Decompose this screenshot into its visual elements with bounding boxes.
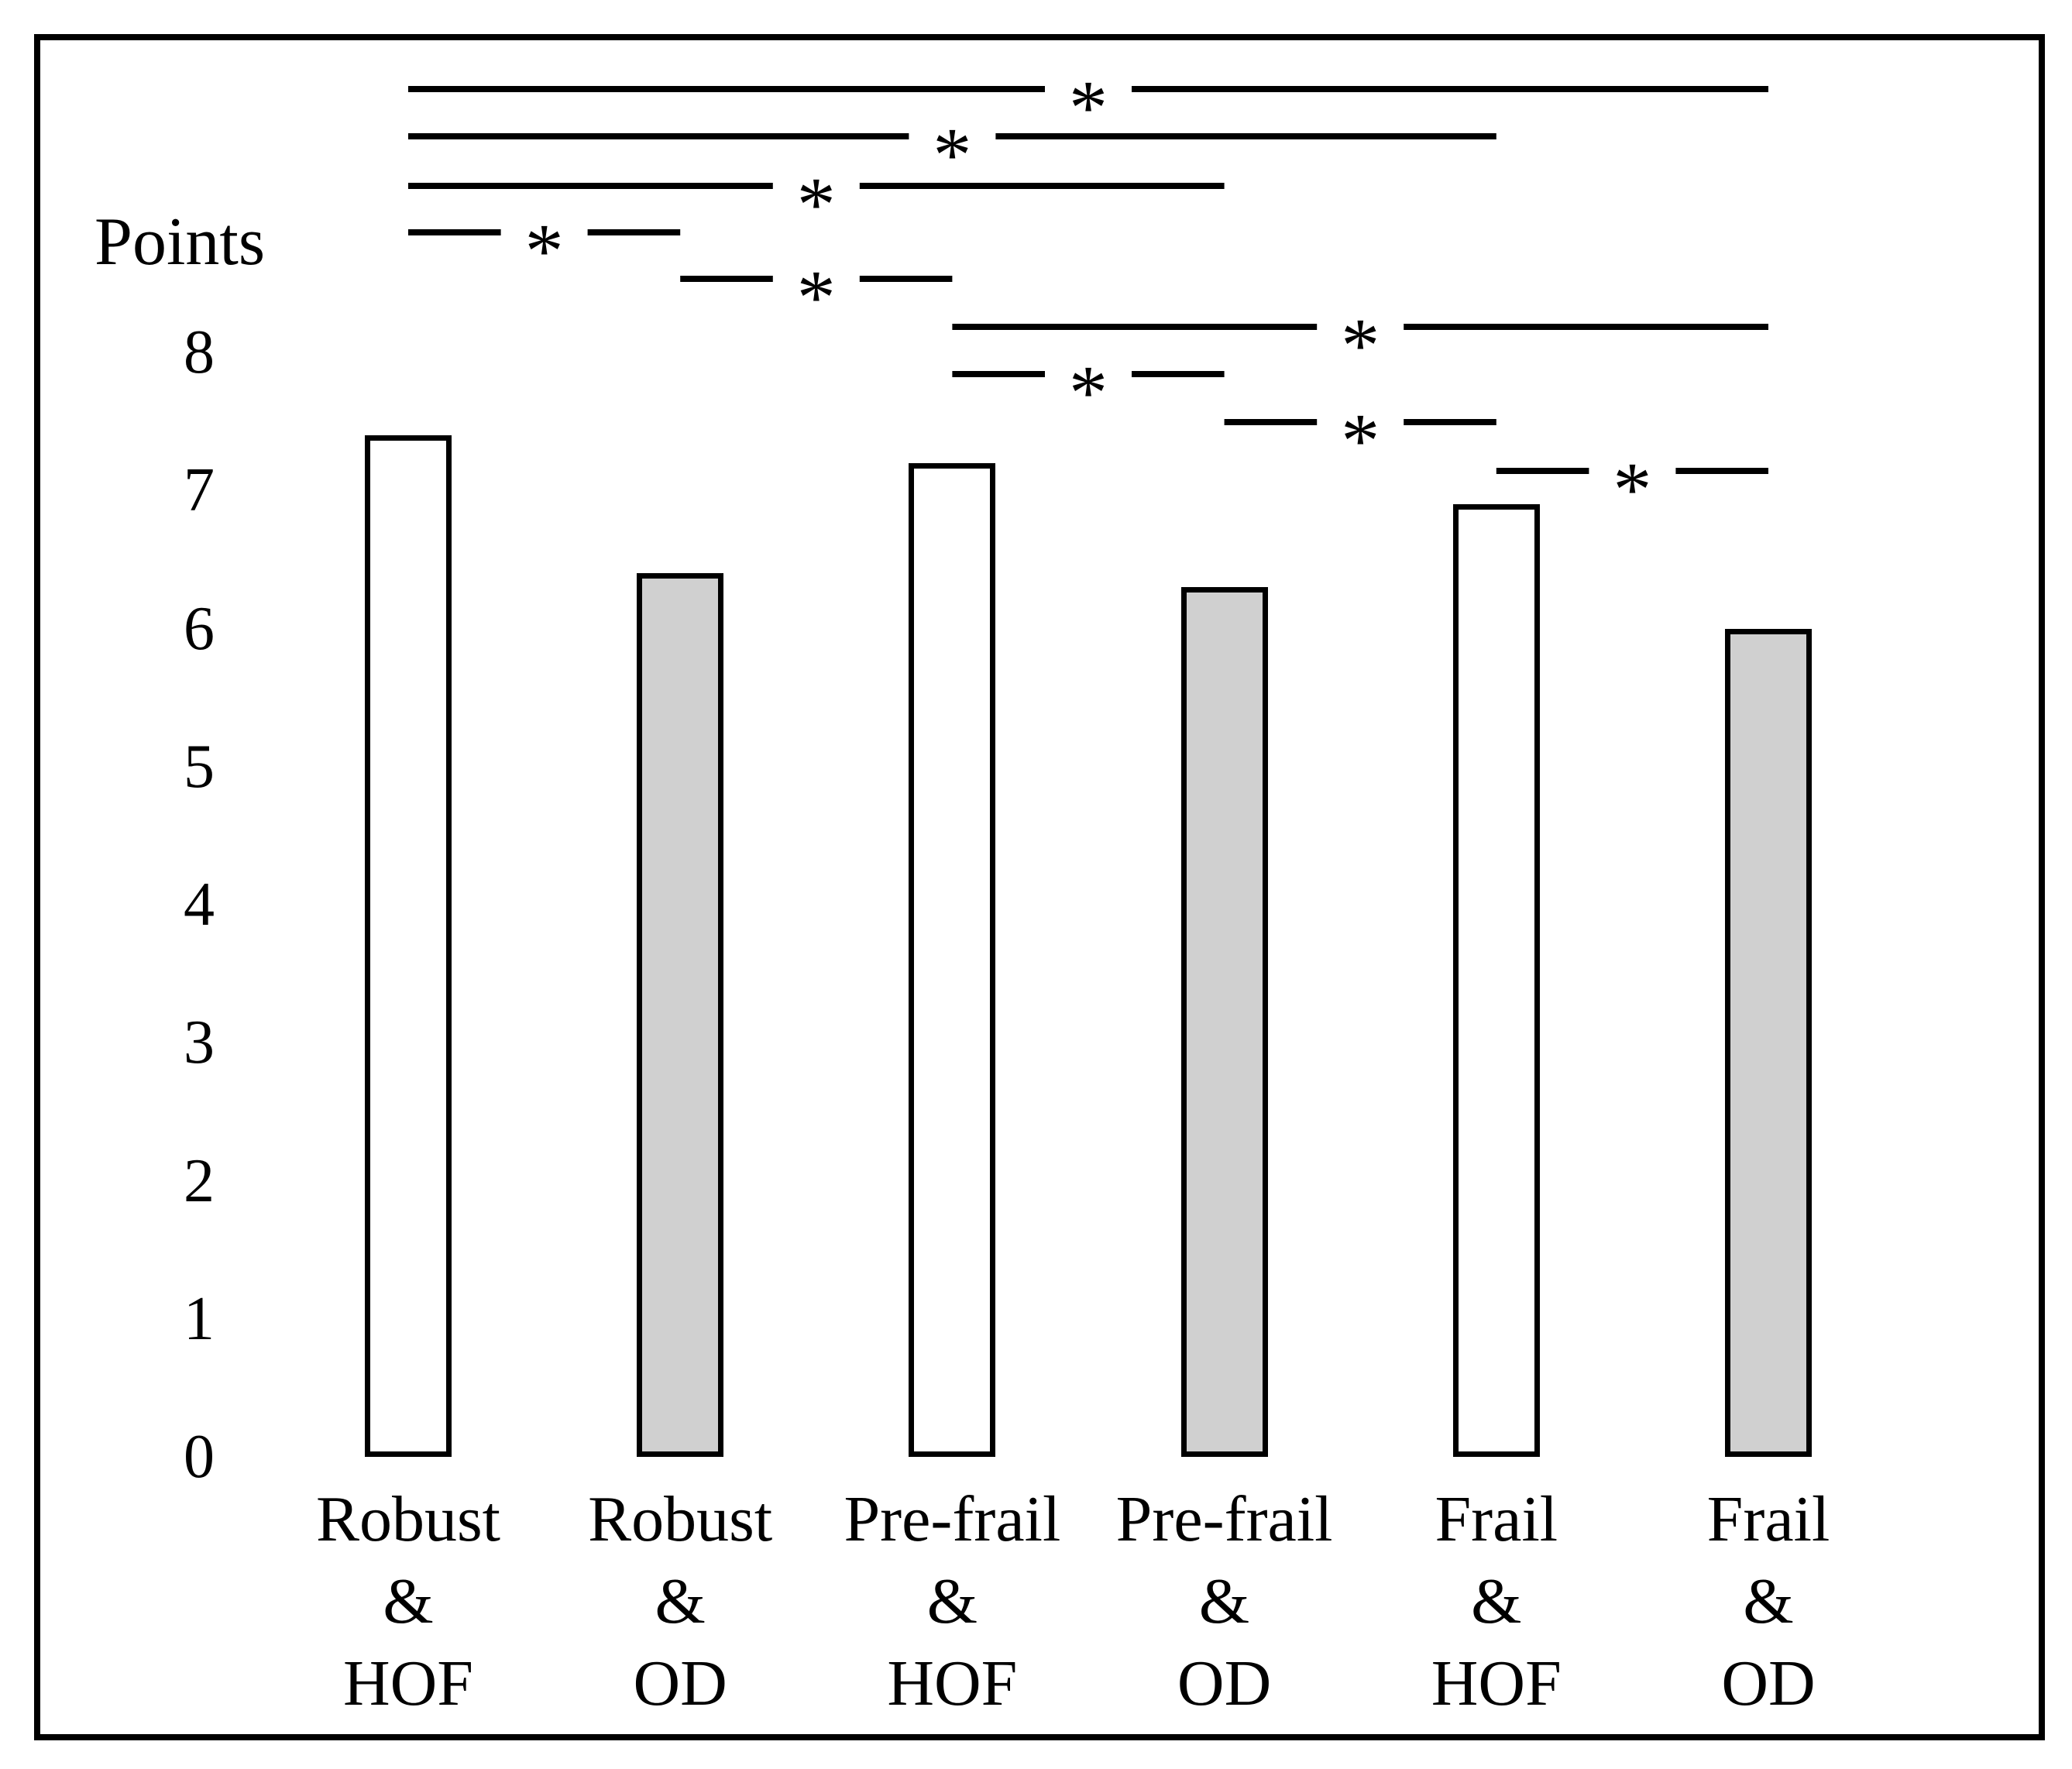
bar-pre-frail-hof xyxy=(909,462,996,1457)
category-label-robust-od: Robust & OD xyxy=(533,1479,827,1725)
category-label-line: & xyxy=(926,1565,978,1637)
category-label-pre-frail-hof: Pre-frail & HOF xyxy=(805,1479,1099,1725)
bar-frail-hof xyxy=(1452,504,1540,1457)
significance-asterisk: * xyxy=(1613,446,1651,532)
category-label-frail-od: Frail & OD xyxy=(1621,1479,1916,1725)
bar-frail-od xyxy=(1725,628,1812,1457)
category-label-line: Frail xyxy=(1435,1483,1558,1555)
category-label-line: OD xyxy=(1721,1647,1816,1719)
category-label-line: Frail xyxy=(1706,1483,1830,1555)
y-axis-title: Points xyxy=(94,204,266,280)
y-tick-label-2: 2 xyxy=(184,1146,215,1215)
significance-asterisk: * xyxy=(797,161,836,247)
significance-asterisk: * xyxy=(797,254,836,340)
bar-pre-frail-od xyxy=(1180,587,1268,1457)
y-tick-label-4: 4 xyxy=(184,871,215,939)
category-label-line: Pre-frail xyxy=(1115,1483,1333,1555)
bar-robust-od xyxy=(637,573,724,1457)
significance-asterisk: * xyxy=(525,208,564,294)
significance-asterisk: * xyxy=(1341,302,1380,388)
category-label-line: & xyxy=(1198,1565,1250,1637)
category-label-line: HOF xyxy=(342,1647,474,1719)
category-label-frail-hof: Frail & HOF xyxy=(1349,1479,1644,1725)
category-label-robust-hof: Robust & HOF xyxy=(261,1479,555,1725)
y-tick-label-6: 6 xyxy=(184,594,215,663)
category-label-line: HOF xyxy=(1431,1647,1562,1719)
category-label-line: Pre-frail xyxy=(844,1483,1061,1555)
y-tick-label-5: 5 xyxy=(184,732,215,801)
category-label-line: Robust xyxy=(315,1483,501,1555)
significance-asterisk: * xyxy=(1341,397,1380,483)
category-label-line: HOF xyxy=(887,1647,1018,1719)
figure-border xyxy=(34,34,2045,1740)
category-label-line: OD xyxy=(633,1647,727,1719)
category-label-line: & xyxy=(1743,1565,1794,1637)
category-label-line: & xyxy=(383,1565,434,1637)
category-label-line: & xyxy=(1471,1565,1522,1637)
y-tick-label-7: 7 xyxy=(184,456,215,525)
y-tick-label-0: 0 xyxy=(184,1423,215,1491)
category-label-line: & xyxy=(655,1565,706,1637)
category-label-line: OD xyxy=(1177,1647,1272,1719)
y-tick-label-8: 8 xyxy=(184,318,215,386)
category-label-line: Robust xyxy=(588,1483,773,1555)
category-label-pre-frail-od: Pre-frail & OD xyxy=(1077,1479,1372,1725)
significance-asterisk: * xyxy=(1069,349,1108,435)
bar-robust-hof xyxy=(365,435,452,1457)
y-tick-label-1: 1 xyxy=(184,1284,215,1353)
y-tick-label-3: 3 xyxy=(184,1008,215,1077)
